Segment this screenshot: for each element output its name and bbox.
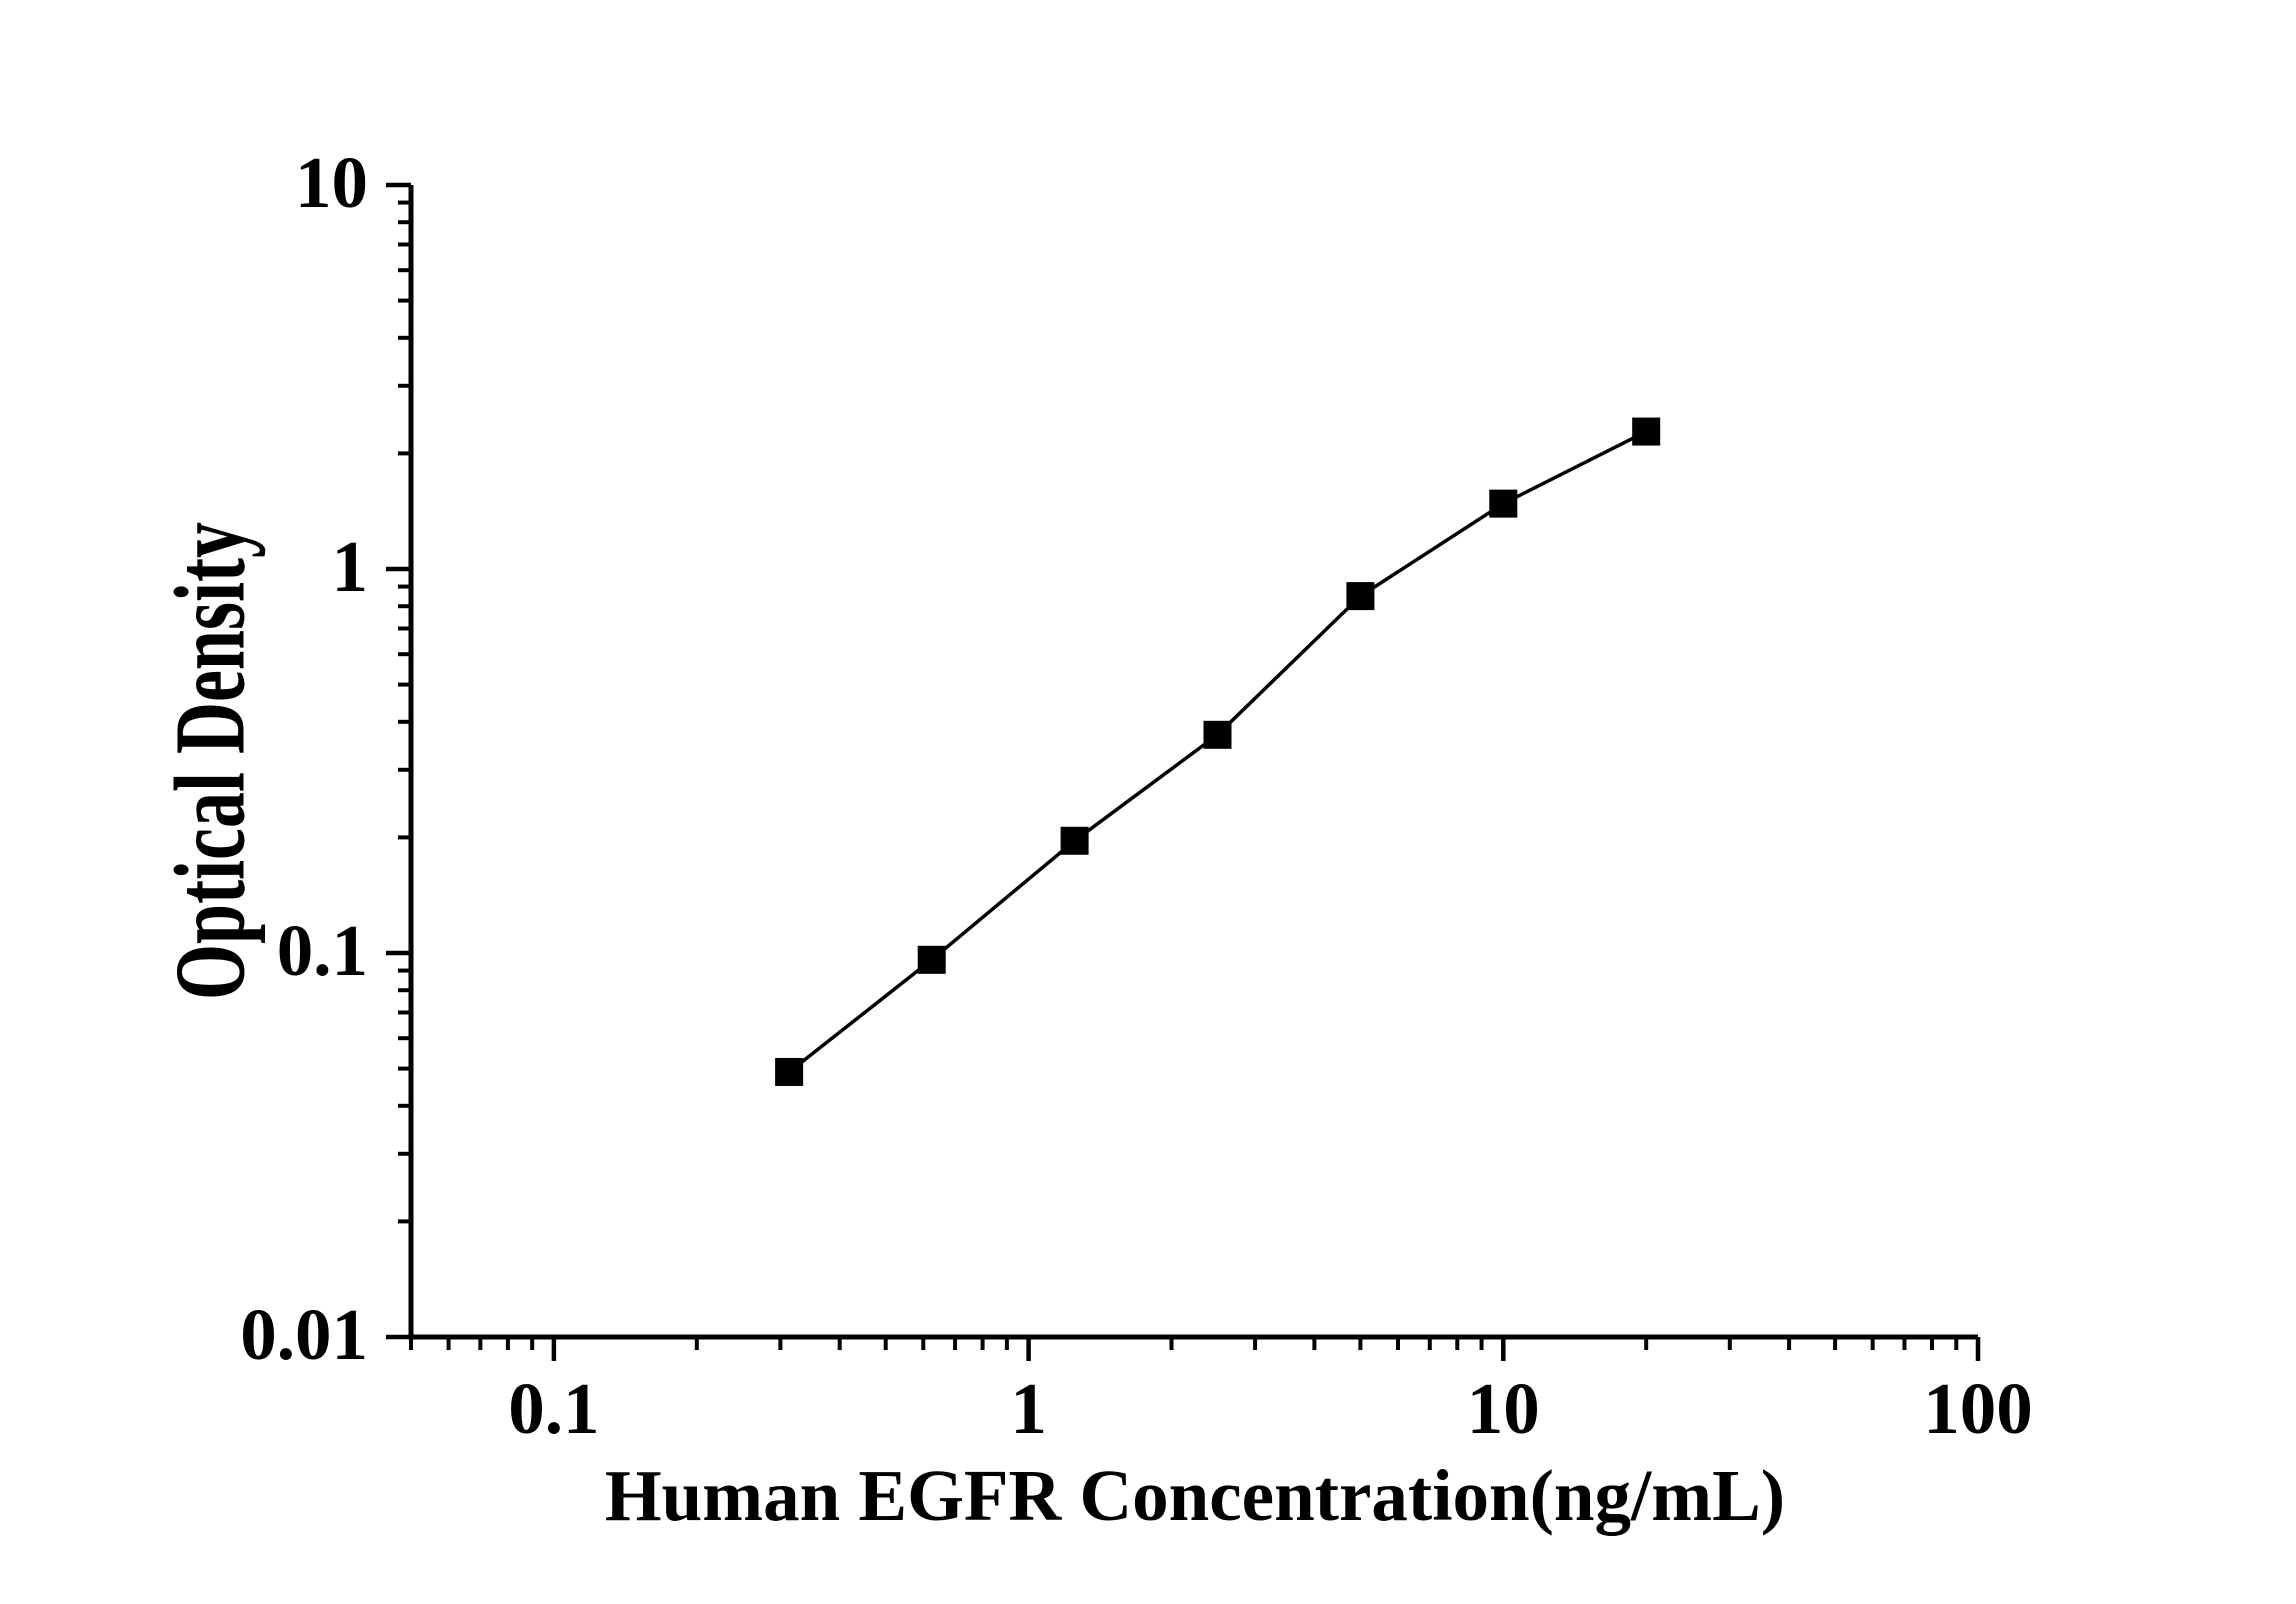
y-tick-label: 1 — [332, 526, 369, 607]
y-tick-label: 0.01 — [240, 1294, 368, 1375]
data-point-marker — [1203, 720, 1232, 749]
data-point-marker — [1060, 826, 1089, 855]
x-tick-label: 1 — [1010, 1368, 1047, 1449]
data-point-marker — [917, 945, 946, 974]
series-line — [788, 430, 1647, 1074]
x-tick-label: 0.1 — [508, 1368, 599, 1449]
major-ticks-group — [386, 182, 1981, 1361]
y-tick-label: 10 — [295, 142, 368, 223]
series-group — [775, 417, 1661, 1086]
data-point-marker — [1632, 417, 1661, 446]
y-axis-title: Optical Density — [154, 522, 266, 1000]
x-axis-title: Human EGFR Concentration(ng/mL) — [605, 1455, 1785, 1536]
tick-labels-group: 0.1 1 10 100 10 1 0.1 0.01 — [240, 142, 2033, 1449]
y-tick-label: 0.1 — [277, 910, 368, 991]
data-point-marker — [775, 1057, 804, 1086]
x-tick-label: 10 — [1467, 1368, 1540, 1449]
axes-group — [408, 185, 1978, 1340]
x-tick-label: 100 — [1923, 1368, 2033, 1449]
minor-ticks-group — [398, 200, 1959, 1350]
data-point-marker — [1489, 489, 1518, 518]
data-point-marker — [1346, 582, 1375, 611]
